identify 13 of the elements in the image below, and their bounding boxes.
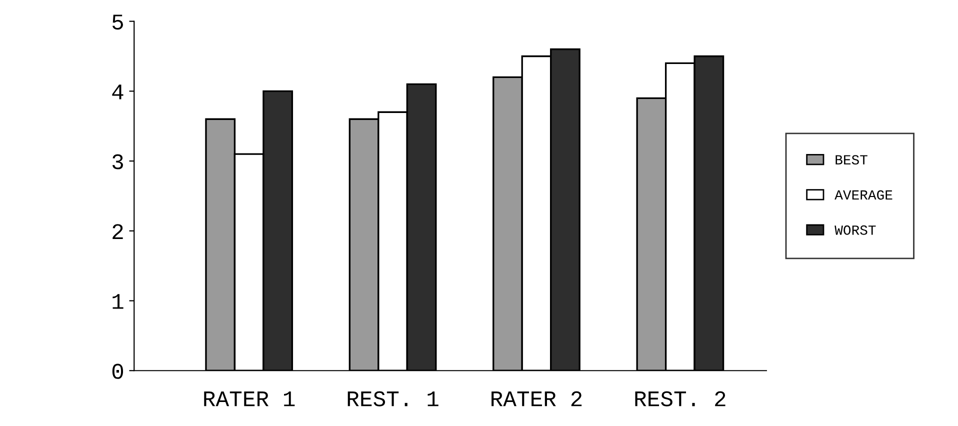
y-tick-label: 2 [112, 224, 123, 239]
x-tick-label: REST. 2 [635, 391, 726, 406]
x-tick-label: REST. 1 [348, 391, 438, 406]
x-tick-label: RATER 1 [204, 392, 295, 406]
y-tick-label: 3 [112, 154, 123, 170]
legend-label: BEST [836, 155, 868, 165]
y-tick-label: 4 [112, 84, 124, 100]
y-tick-label: 5 [112, 14, 123, 30]
y-tick-label: 1 [112, 294, 124, 309]
legend-label: AVERAGE [834, 190, 892, 200]
y-tick-label: 0 [112, 364, 124, 379]
legend-label: WORST [834, 225, 876, 235]
x-tick-label: RATER 2 [492, 391, 582, 406]
